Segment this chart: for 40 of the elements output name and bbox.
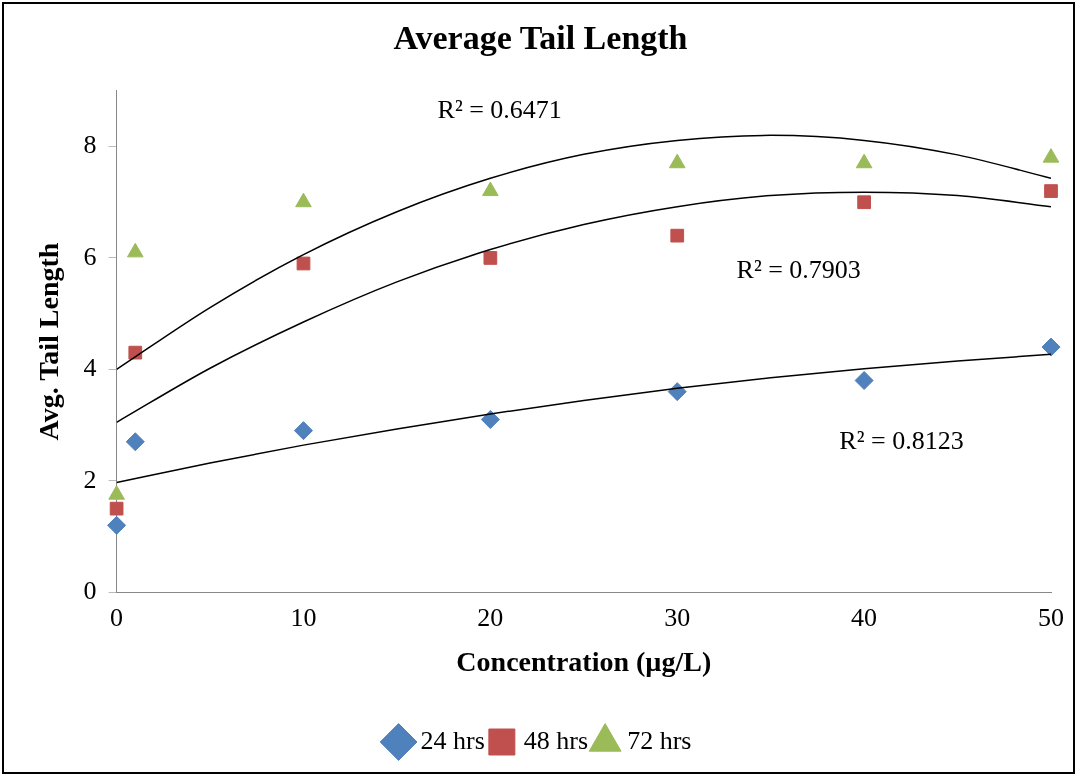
point — [1042, 148, 1060, 163]
legend-label: 72 hrs — [627, 725, 692, 755]
annotation: R² = 0.6471 — [437, 94, 562, 124]
y-tick-label: 8 — [83, 130, 97, 160]
point — [483, 251, 498, 265]
chart-title: Average Tail Length — [393, 19, 688, 57]
point — [482, 181, 499, 197]
point — [296, 256, 311, 271]
x-tick-label: 30 — [664, 602, 691, 632]
point — [126, 242, 144, 258]
point — [1044, 184, 1058, 198]
line-series — [116, 134, 1051, 371]
x-axis-title: Concentration (µg/L) — [456, 646, 712, 678]
point — [109, 501, 124, 516]
y-tick-label: 0 — [83, 576, 97, 606]
line-series — [116, 191, 1051, 424]
x-tick-label: 50 — [1038, 602, 1064, 632]
legend-label: 48 hrs — [523, 725, 589, 755]
point — [670, 228, 685, 243]
point — [854, 371, 874, 390]
point — [857, 195, 871, 210]
point — [295, 192, 312, 208]
point — [668, 153, 686, 169]
y-tick-label: 4 — [83, 353, 97, 383]
point — [293, 421, 313, 441]
annotation: R² = 0.8123 — [839, 425, 964, 455]
x-tick-label: 20 — [477, 602, 504, 632]
annotation: R² = 0.7903 — [736, 255, 861, 285]
point — [1041, 337, 1061, 357]
x-tick-label: 0 — [110, 602, 124, 632]
x-tick-label: 10 — [290, 602, 317, 632]
point — [855, 153, 873, 169]
y-axis-title: Avg. Tail Length — [33, 242, 65, 441]
point — [125, 432, 145, 452]
y-tick-label: 2 — [83, 464, 97, 494]
point — [107, 515, 127, 535]
x-tick-label: 40 — [851, 602, 878, 632]
point — [480, 410, 500, 429]
y-tick-label: 6 — [83, 241, 97, 271]
legend-label: 24 hrs — [420, 725, 485, 755]
